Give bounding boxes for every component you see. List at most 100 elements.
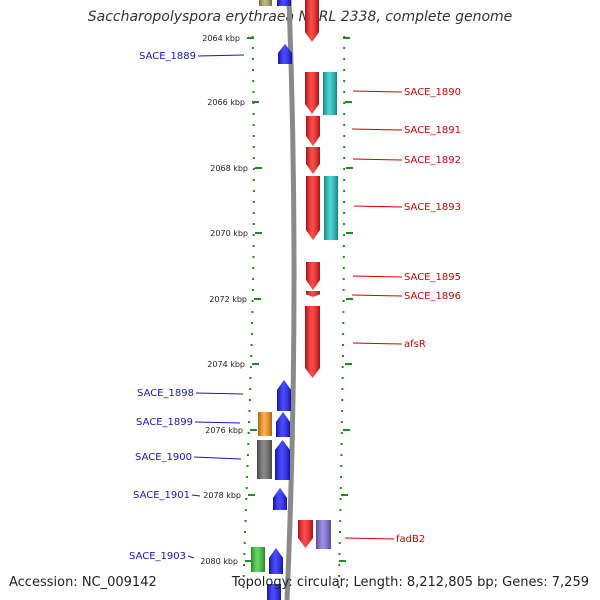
- gene-arrow[interactable]: [275, 440, 290, 480]
- svg-text:SACE_1898: SACE_1898: [137, 388, 194, 399]
- gene-label-sace_1893[interactable]: SACE_1893: [353, 202, 461, 213]
- gene-features[interactable]: [251, 0, 338, 600]
- gene-block[interactable]: [251, 547, 265, 572]
- svg-text:afsR: afsR: [404, 339, 426, 350]
- gene-arrow[interactable]: [306, 116, 320, 146]
- scale-dot: [342, 322, 345, 324]
- gene-label-sace_1900[interactable]: SACE_1900: [135, 452, 242, 463]
- gene-arrow[interactable]: [269, 548, 283, 574]
- gene-labels-right[interactable]: SACE_1890 SACE_1891 SACE_1892 SACE_1893 SACE…: [344, 87, 461, 545]
- gene-block[interactable]: [257, 440, 272, 479]
- gene-label-sace_1896[interactable]: SACE_1896: [351, 291, 461, 302]
- scale-dot: [252, 234, 255, 236]
- gene-arrow[interactable]: [305, 0, 319, 42]
- scale-dot: [339, 487, 342, 489]
- gene-arrow[interactable]: [273, 488, 287, 510]
- scale-dot: [343, 135, 346, 137]
- scale-dot: [252, 91, 255, 93]
- svg-text:SACE_1901: SACE_1901: [133, 490, 190, 501]
- scale-dot: [342, 311, 345, 313]
- scale-dot: [252, 113, 255, 115]
- svg-text:SACE_1893: SACE_1893: [404, 202, 461, 213]
- gene-arrow[interactable]: [306, 147, 320, 174]
- tick-mark: [339, 560, 346, 562]
- scale-dot: [252, 278, 255, 280]
- gene-arrow[interactable]: [306, 176, 320, 240]
- scale-dot: [251, 322, 254, 324]
- gene-block[interactable]: [316, 520, 331, 549]
- gene-label-sace_1901[interactable]: SACE_1901: [133, 490, 201, 501]
- gene-arrow[interactable]: [277, 380, 291, 411]
- scale-dot: [342, 344, 344, 346]
- scale-dot: [250, 333, 253, 335]
- svg-text:SACE_1890: SACE_1890: [404, 87, 461, 98]
- gene-block[interactable]: [323, 72, 337, 115]
- gene-block[interactable]: [259, 0, 272, 6]
- gene-block[interactable]: [267, 584, 281, 600]
- gene-label-sace_1891[interactable]: SACE_1891: [351, 125, 461, 136]
- scale-dot: [245, 498, 248, 500]
- scale-dot: [246, 476, 249, 478]
- gene-arrow[interactable]: [298, 520, 313, 548]
- scale-dot: [250, 344, 253, 346]
- scale-dot: [343, 113, 346, 115]
- tick-mark: [250, 429, 257, 431]
- scale-dot: [340, 432, 343, 434]
- scale-dot: [338, 542, 341, 544]
- gene-label-sace_1892[interactable]: SACE_1892: [352, 155, 461, 166]
- scale-track-right: [337, 36, 346, 588]
- gene-arrow[interactable]: [305, 72, 319, 114]
- scale-dot: [243, 564, 245, 566]
- gene-labels-left[interactable]: SACE_1889 SACE_1898 SACE_1899 SACE_1900 SACE…: [129, 51, 245, 562]
- accession-label: Accession: NC_009142: [9, 575, 157, 590]
- scale-dot: [341, 399, 344, 401]
- gene-label-sace_1889[interactable]: SACE_1889: [139, 51, 245, 62]
- gene-arrow[interactable]: [276, 412, 290, 437]
- scale-dot: [339, 509, 342, 511]
- scale-dot: [249, 366, 252, 368]
- scale-dot: [247, 443, 250, 445]
- gene-label-sace_1903[interactable]: SACE_1903: [129, 551, 195, 562]
- scale-dot: [343, 201, 346, 203]
- gene-arrow[interactable]: [278, 44, 292, 64]
- gene-label-sace_1895[interactable]: SACE_1895: [352, 272, 461, 283]
- gene-label-afsr[interactable]: afsR: [352, 339, 426, 350]
- scale-dot: [337, 586, 340, 588]
- tick-mark: [341, 494, 348, 496]
- scale-dot: [252, 245, 255, 247]
- scale-dot: [343, 223, 345, 225]
- scale-dot: [342, 267, 345, 269]
- scale-dot: [242, 586, 245, 588]
- tick-mark: [345, 363, 352, 365]
- svg-text:SACE_1889: SACE_1889: [139, 51, 196, 62]
- tick-mark: [346, 167, 353, 169]
- map-title: Saccharopolyspora erythraea NRRL 2338, c…: [87, 9, 513, 25]
- scale-dot: [343, 190, 346, 192]
- gene-arrow[interactable]: [306, 291, 320, 297]
- gene-label-sace_1890[interactable]: SACE_1890: [352, 87, 461, 98]
- svg-text:SACE_1899: SACE_1899: [136, 417, 193, 428]
- gene-block[interactable]: [324, 176, 338, 240]
- svg-text:SACE_1900: SACE_1900: [135, 452, 192, 463]
- gene-block[interactable]: [277, 0, 291, 6]
- scale-dot: [248, 399, 251, 401]
- gene-label-fadb2[interactable]: fadB2: [344, 534, 425, 545]
- genome-backbone: [284, 0, 297, 600]
- gene-arrow[interactable]: [305, 306, 320, 378]
- gene-block[interactable]: [258, 412, 272, 436]
- scale-dot: [339, 531, 341, 533]
- scale-dot: [248, 421, 251, 423]
- scale-dot: [343, 212, 346, 214]
- scale-dot: [340, 454, 343, 456]
- scale-dot: [252, 146, 255, 148]
- scale-dot: [343, 102, 346, 104]
- gene-label-sace_1899[interactable]: SACE_1899: [136, 417, 241, 428]
- scale-dot: [340, 465, 343, 467]
- scale-dot: [246, 465, 249, 467]
- scale-dot: [252, 69, 255, 71]
- scale-dot: [252, 267, 255, 269]
- gene-arrow[interactable]: [306, 262, 320, 290]
- tick-label: 2064 kbp: [202, 34, 240, 43]
- gene-label-sace_1898[interactable]: SACE_1898: [137, 388, 244, 399]
